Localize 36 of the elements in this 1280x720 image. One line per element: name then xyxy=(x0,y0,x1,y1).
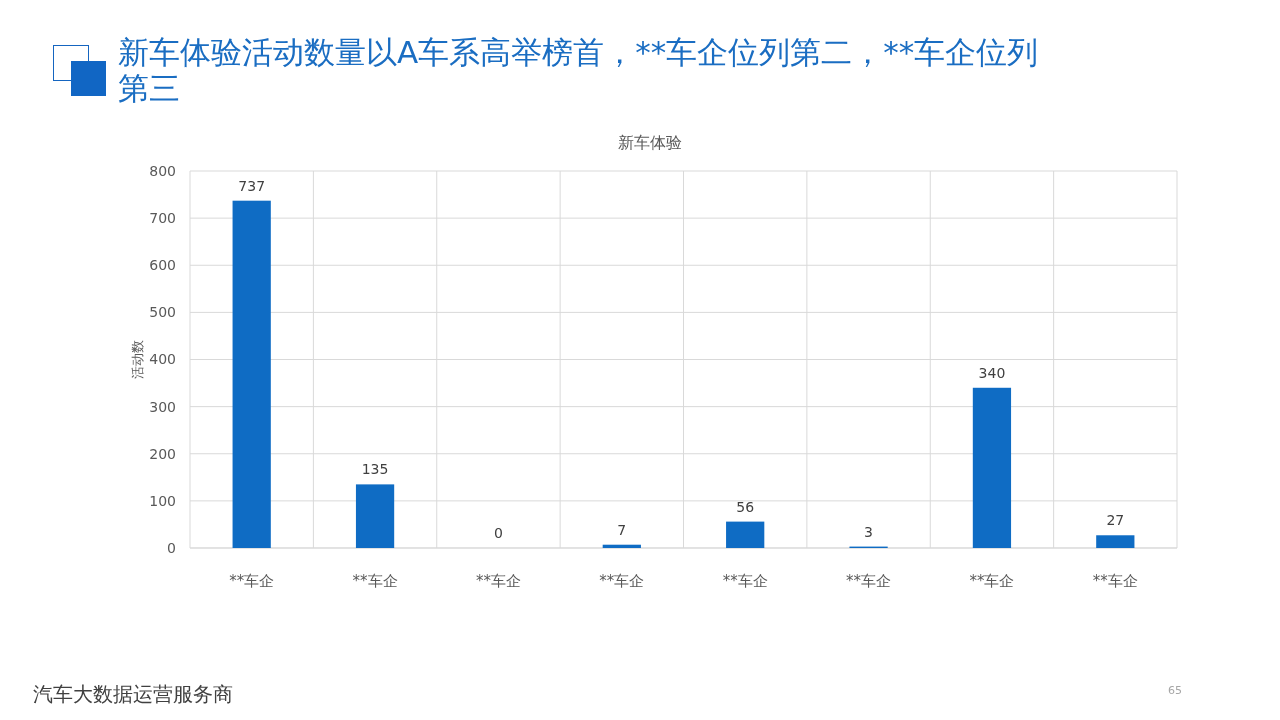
text: 汽车大数据运营服务商 xyxy=(33,682,233,706)
x-tick-label: **车企 xyxy=(1092,572,1138,590)
y-tick-label: 400 xyxy=(149,351,176,368)
bar xyxy=(232,200,271,548)
y-tick-label: 700 xyxy=(149,210,176,227)
bar xyxy=(355,484,395,548)
y-tick-label: 0 xyxy=(167,539,176,556)
y-tick-label: 600 xyxy=(149,257,176,274)
y-tick-label: 500 xyxy=(149,304,176,321)
y-tick-label: 100 xyxy=(149,492,176,509)
data-label: 135 xyxy=(361,461,389,478)
x-tick-label: **车企 xyxy=(229,572,275,590)
data-label: 3 xyxy=(864,523,874,540)
data-label: 0 xyxy=(493,525,503,541)
data-label: 737 xyxy=(238,177,266,194)
y-tick-label: 200 xyxy=(149,445,176,462)
y-axis-title: 活动数 xyxy=(130,340,145,379)
x-tick-label: **车企 xyxy=(599,572,645,590)
x-tick-label: **车企 xyxy=(475,572,521,590)
data-label: 340 xyxy=(978,364,1006,381)
x-tick-label: **车企 xyxy=(969,572,1015,590)
y-tick-label: 800 xyxy=(149,162,176,179)
bar xyxy=(1096,535,1135,548)
chart-subtitle: 新车体验 xyxy=(617,133,682,152)
data-label: 7 xyxy=(617,521,627,538)
x-tick-label: **车企 xyxy=(352,572,398,590)
bar xyxy=(972,387,1012,548)
bar xyxy=(726,521,765,548)
data-label: 56 xyxy=(736,498,755,515)
x-tick-label: **车企 xyxy=(722,572,768,590)
chart-title: 新车体验活动数量以A车系高举榜首，**车企位列第二，**车企位列第三 xyxy=(118,34,1039,106)
bar xyxy=(602,544,641,548)
x-tick-label: **车企 xyxy=(846,572,892,590)
y-tick-label: 300 xyxy=(149,398,176,415)
data-label: 27 xyxy=(1106,512,1125,529)
text: 65 xyxy=(1168,684,1182,697)
